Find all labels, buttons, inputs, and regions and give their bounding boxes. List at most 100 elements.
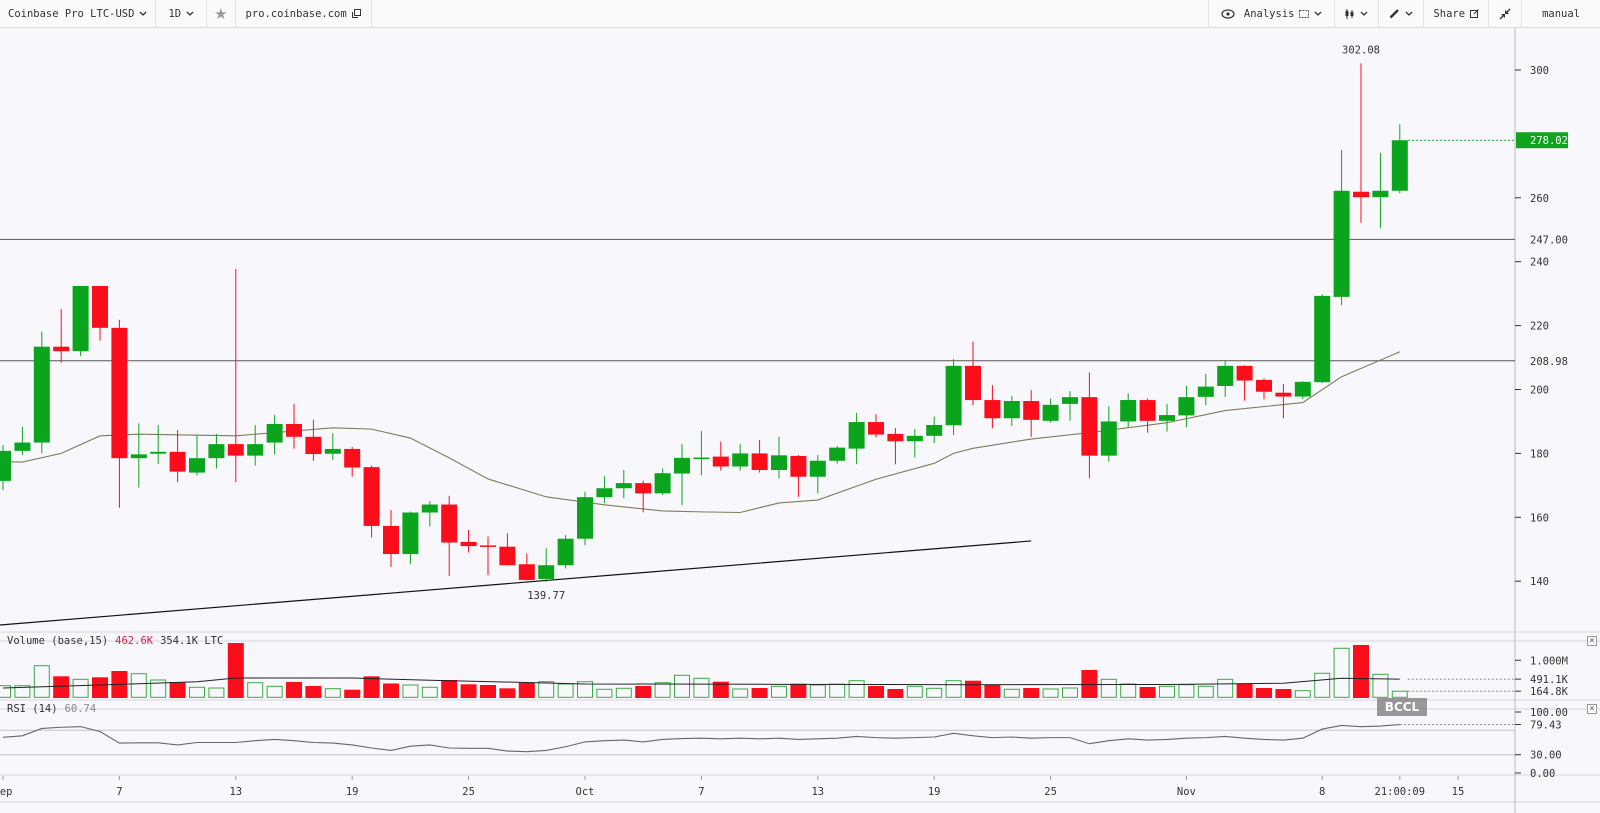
candle bbox=[1197, 373, 1214, 406]
candle bbox=[906, 429, 923, 458]
volume-bar bbox=[1042, 688, 1059, 698]
symbol-selector[interactable]: Coinbase Pro LTC-USD bbox=[0, 0, 157, 28]
level-axis-label: 247.00 bbox=[1530, 234, 1568, 246]
candle-body bbox=[1003, 401, 1020, 419]
volume-bar bbox=[732, 688, 749, 698]
volume-legend: Volume (base,15) 462.6K 354.1K LTC bbox=[7, 635, 223, 647]
candle bbox=[1023, 390, 1040, 437]
candle bbox=[596, 476, 613, 504]
volume-bar bbox=[266, 685, 283, 698]
volume-bar bbox=[305, 686, 322, 698]
low-price-label: 139.77 bbox=[527, 590, 565, 602]
external-link-icon bbox=[351, 9, 361, 18]
candle bbox=[693, 431, 710, 476]
candle bbox=[1217, 360, 1234, 398]
candle bbox=[1391, 124, 1408, 194]
candle-body bbox=[286, 424, 302, 437]
candle-body bbox=[906, 435, 923, 442]
rsi-axis-label: 0.00 bbox=[1530, 768, 1555, 780]
volume-bar bbox=[926, 687, 943, 698]
candle bbox=[790, 454, 807, 497]
volume-bar bbox=[829, 683, 846, 698]
candle-body bbox=[53, 346, 70, 352]
candle bbox=[809, 454, 826, 494]
candle-body bbox=[460, 541, 477, 547]
volume-base-value: 354.1K LTC bbox=[160, 635, 224, 647]
share-label: Share bbox=[1433, 7, 1466, 20]
chevron-down-icon bbox=[186, 11, 194, 16]
drawing-tools-button[interactable] bbox=[1379, 0, 1425, 28]
candle bbox=[577, 491, 593, 546]
volume-bar bbox=[0, 685, 11, 698]
volume-axis-label: 491.1K bbox=[1530, 674, 1569, 686]
candle bbox=[751, 439, 768, 473]
time-axis-label: Oct bbox=[576, 786, 595, 798]
candle bbox=[169, 430, 186, 483]
favorite-button[interactable]: ★ bbox=[207, 0, 236, 28]
share-button[interactable]: Share bbox=[1424, 0, 1490, 28]
candle-body bbox=[732, 453, 749, 467]
candle-body bbox=[383, 525, 399, 555]
candle-body bbox=[693, 457, 710, 460]
candle-body bbox=[1197, 386, 1214, 397]
close-volume-button[interactable]: × bbox=[1587, 636, 1597, 646]
high-price-label: 302.08 bbox=[1342, 44, 1380, 56]
candle-body bbox=[480, 545, 496, 547]
volume-bar bbox=[751, 688, 768, 698]
candle-body bbox=[635, 483, 652, 494]
candle bbox=[92, 285, 108, 341]
candle-body bbox=[169, 451, 186, 472]
candle-body bbox=[130, 454, 147, 459]
candle bbox=[344, 447, 361, 477]
candle-body bbox=[227, 444, 244, 456]
candle bbox=[480, 536, 496, 576]
time-axis-label: 7 bbox=[116, 786, 122, 798]
volume-bar bbox=[868, 686, 884, 698]
scale-mode-button[interactable]: manual bbox=[1522, 0, 1600, 28]
volume-bar bbox=[208, 687, 225, 698]
candle bbox=[1159, 403, 1175, 432]
volume-bar bbox=[674, 674, 690, 698]
candle bbox=[1081, 372, 1098, 479]
share-icon bbox=[1470, 9, 1479, 18]
volume-bar bbox=[1391, 690, 1408, 698]
time-axis-label: 8 bbox=[1319, 786, 1325, 798]
volume-bar bbox=[53, 676, 70, 698]
candle-body bbox=[402, 512, 419, 555]
price-pane bbox=[0, 63, 1515, 626]
time-axis-label: 13 bbox=[811, 786, 824, 798]
candle bbox=[72, 285, 89, 356]
rsi-title: RSI (14) bbox=[7, 703, 58, 715]
volume-bar bbox=[92, 677, 108, 698]
volume-bar bbox=[499, 688, 516, 698]
volume-bar bbox=[809, 684, 826, 698]
time-axis-label: Sep bbox=[0, 786, 12, 798]
candle-body bbox=[1023, 401, 1040, 420]
volume-bar bbox=[363, 676, 380, 698]
price-axis-label: 180 bbox=[1530, 448, 1549, 460]
star-icon: ★ bbox=[214, 4, 228, 23]
candle-body bbox=[1178, 397, 1195, 416]
interval-selector[interactable]: 1D bbox=[156, 0, 208, 28]
volume-bar bbox=[848, 680, 865, 698]
close-rsi-button[interactable]: × bbox=[1587, 704, 1597, 714]
chart-type-button[interactable] bbox=[1335, 0, 1380, 28]
volume-bar bbox=[460, 684, 477, 698]
candle-body bbox=[1120, 400, 1137, 422]
candle bbox=[1120, 393, 1137, 428]
volume-bar bbox=[1217, 678, 1234, 698]
analysis-button[interactable]: Analysis bbox=[1207, 0, 1336, 28]
candle-body bbox=[615, 483, 632, 489]
volume-bar bbox=[538, 681, 555, 698]
volume-bar bbox=[1314, 672, 1331, 698]
analysis-label: Analysis bbox=[1243, 7, 1295, 20]
level-axis-label: 208.98 bbox=[1530, 356, 1568, 368]
rsi-line bbox=[2, 723, 1400, 753]
candle bbox=[538, 548, 555, 582]
candle-body bbox=[72, 285, 89, 352]
symbol-label: Coinbase Pro LTC-USD bbox=[8, 7, 135, 20]
source-link[interactable]: pro.coinbase.com bbox=[236, 0, 372, 28]
collapse-button[interactable] bbox=[1489, 0, 1523, 28]
candle bbox=[712, 441, 729, 471]
